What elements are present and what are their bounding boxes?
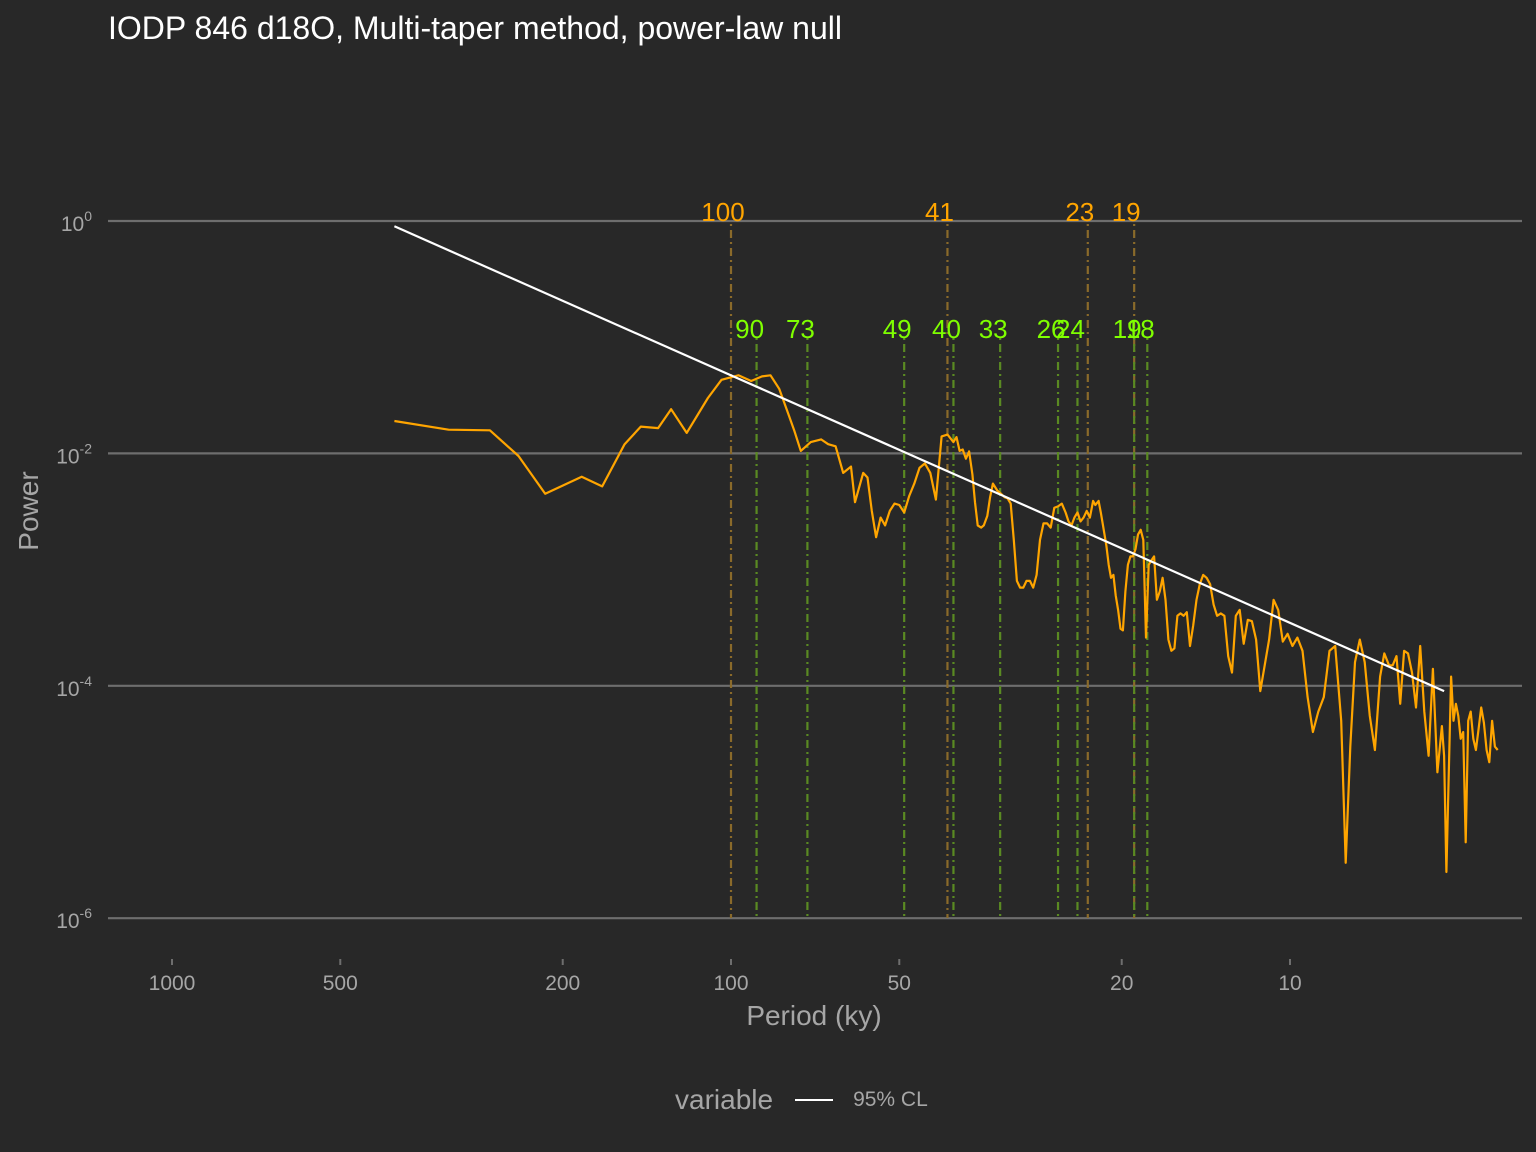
axis-layer: 100 10-2 10-4 10-6 1000 500 200 100 50 20 10	[56, 208, 1301, 995]
legend-title: variable	[675, 1084, 774, 1115]
peak-marker-label: 18	[1126, 314, 1155, 344]
y-tick-label: 10-2	[56, 440, 92, 468]
orbital-marker-label: 100	[701, 197, 744, 227]
legend-key-95-cl	[795, 1099, 834, 1101]
chart-title: IODP 846 d18O, Multi-taper method, power…	[108, 10, 842, 46]
peak-marker-label: 24	[1056, 314, 1085, 344]
legend: variable 95% CL	[675, 1082, 928, 1118]
x-tick-label: 100	[713, 972, 748, 995]
orbital-marker-label: 41	[925, 197, 954, 227]
series-line-95-cl	[393, 225, 1445, 693]
series-layer	[393, 225, 1499, 874]
x-axis-label: Period (ky)	[746, 1000, 881, 1031]
peak-marker-label: 73	[786, 314, 815, 344]
orbital-marker-label: 23	[1065, 197, 1094, 227]
y-tick-label: 10-6	[56, 905, 92, 933]
y-tick-label: 10-4	[56, 673, 92, 701]
x-tick-label: 500	[323, 972, 358, 995]
peak-marker-label: 90	[735, 314, 764, 344]
orbital-marker-label: 19	[1112, 197, 1141, 227]
peak-marker-label: 19	[1113, 314, 1142, 344]
y-tick-label: 100	[61, 208, 92, 236]
x-tick-label: 20	[1110, 972, 1133, 995]
y-axis-label: Power	[13, 471, 44, 550]
x-tick-label: 50	[888, 972, 911, 995]
series-line-spectrum	[394, 374, 1499, 874]
legend-label-95-cl: 95% CL	[853, 1088, 928, 1111]
peak-marker-label: 33	[979, 314, 1008, 344]
x-tick-label: 10	[1278, 972, 1301, 995]
grid-layer	[108, 219, 1522, 920]
peak-marker-label: 49	[883, 314, 912, 344]
marker-layer	[729, 224, 1149, 918]
x-tick-label: 200	[545, 972, 580, 995]
peak-marker-label: 26	[1037, 314, 1066, 344]
x-tick-label: 1000	[149, 972, 196, 995]
peak-marker-label: 40	[932, 314, 961, 344]
